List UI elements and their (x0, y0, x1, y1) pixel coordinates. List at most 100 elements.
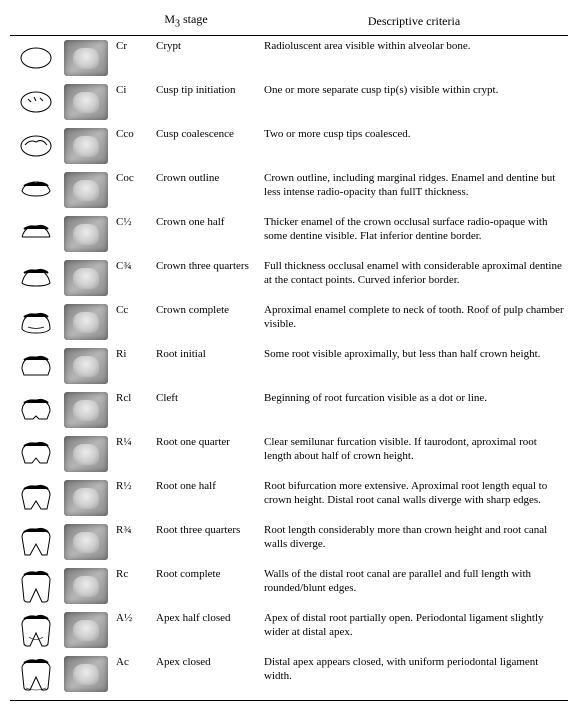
xray-thumbnail-icon (64, 568, 108, 604)
sketch-cell (10, 608, 60, 652)
xray-cell (60, 124, 112, 168)
stage-name: Apex half closed (152, 608, 260, 652)
table-body: CrCryptRadioluscent area visible within … (10, 36, 568, 701)
stage-description: Distal apex appears closed, with uniform… (260, 652, 568, 701)
stage-code: Coc (112, 168, 152, 212)
xray-thumbnail-icon (64, 260, 108, 296)
stage-name: Crypt (152, 36, 260, 81)
xray-thumbnail-icon (64, 348, 108, 384)
xray-thumbnail-icon (64, 128, 108, 164)
tooth-sketch-icon (14, 524, 58, 560)
xray-cell (60, 212, 112, 256)
sketch-cell (10, 168, 60, 212)
table-row: CocCrown outlineCrown outline, including… (10, 168, 568, 212)
stage-code: R¼ (112, 432, 152, 476)
stage-code: Cco (112, 124, 152, 168)
stage-description: Walls of the distal root canal are paral… (260, 564, 568, 608)
tooth-sketch-icon (14, 348, 58, 384)
stage-name: Root one quarter (152, 432, 260, 476)
xray-cell (60, 476, 112, 520)
xray-cell (60, 432, 112, 476)
header-desc: Descriptive criteria (260, 8, 568, 36)
stage-name: Crown outline (152, 168, 260, 212)
table-row: C¾Crown three quartersFull thickness occ… (10, 256, 568, 300)
table-row: R¼Root one quarterClear semilunar furcat… (10, 432, 568, 476)
stage-description: Aproximal enamel complete to neck of too… (260, 300, 568, 344)
stage-description: Apex of distal root partially open. Peri… (260, 608, 568, 652)
stage-name: Apex closed (152, 652, 260, 701)
stage-description: Radioluscent area visible within alveola… (260, 36, 568, 81)
tooth-sketch-icon (14, 304, 58, 340)
sketch-cell (10, 256, 60, 300)
table-row: RiRoot initialSome root visible aproxima… (10, 344, 568, 388)
xray-cell (60, 388, 112, 432)
xray-cell (60, 168, 112, 212)
table-row: CiCusp tip initiationOne or more separat… (10, 80, 568, 124)
xray-thumbnail-icon (64, 524, 108, 560)
sketch-cell (10, 80, 60, 124)
xray-thumbnail-icon (64, 84, 108, 120)
sketch-cell (10, 520, 60, 564)
stage-description: Root length considerably more than crown… (260, 520, 568, 564)
xray-cell (60, 344, 112, 388)
table-header-row: M3 stage Descriptive criteria (10, 8, 568, 36)
xray-thumbnail-icon (64, 172, 108, 208)
stage-name: Crown three quarters (152, 256, 260, 300)
tooth-sketch-icon (14, 656, 58, 692)
page: M3 stage Descriptive criteria CrCryptRad… (0, 0, 578, 715)
tooth-sketch-icon (14, 260, 58, 296)
sketch-cell (10, 432, 60, 476)
stage-name: Root complete (152, 564, 260, 608)
stage-description: Beginning of root furcation visible as a… (260, 388, 568, 432)
xray-thumbnail-icon (64, 612, 108, 648)
sketch-cell (10, 564, 60, 608)
sketch-cell (10, 36, 60, 81)
stage-description: Two or more cusp tips coalesced. (260, 124, 568, 168)
stage-code: A½ (112, 608, 152, 652)
xray-thumbnail-icon (64, 436, 108, 472)
table-row: CrCryptRadioluscent area visible within … (10, 36, 568, 81)
xray-cell (60, 300, 112, 344)
xray-thumbnail-icon (64, 480, 108, 516)
stage-code: Ri (112, 344, 152, 388)
tooth-sketch-icon (14, 568, 58, 604)
xray-thumbnail-icon (64, 216, 108, 252)
stage-description: Crown outline, including marginal ridges… (260, 168, 568, 212)
stage-code: Ci (112, 80, 152, 124)
xray-cell (60, 520, 112, 564)
stage-description: Root bifurcation more extensive. Aproxim… (260, 476, 568, 520)
stage-name: Crown one half (152, 212, 260, 256)
stage-description: Full thickness occlusal enamel with cons… (260, 256, 568, 300)
header-stage: M3 stage (112, 8, 260, 36)
xray-cell (60, 80, 112, 124)
xray-cell (60, 608, 112, 652)
tooth-sketch-icon (14, 612, 58, 648)
sketch-cell (10, 344, 60, 388)
stage-code: R¾ (112, 520, 152, 564)
stage-name: Root one half (152, 476, 260, 520)
xray-thumbnail-icon (64, 304, 108, 340)
table-row: CcoCusp coalescenceTwo or more cusp tips… (10, 124, 568, 168)
table-row: R½Root one halfRoot bifurcation more ext… (10, 476, 568, 520)
xray-thumbnail-icon (64, 656, 108, 692)
table-row: R¾Root three quartersRoot length conside… (10, 520, 568, 564)
stage-code: Cr (112, 36, 152, 81)
table-row: C½Crown one halfThicker enamel of the cr… (10, 212, 568, 256)
xray-thumbnail-icon (64, 392, 108, 428)
stage-code: Rc (112, 564, 152, 608)
tooth-sketch-icon (14, 392, 58, 428)
tooth-sketch-icon (14, 40, 58, 76)
header-stage-suffix: stage (180, 12, 208, 26)
tooth-sketch-icon (14, 172, 58, 208)
stage-code: R½ (112, 476, 152, 520)
stage-description: Thicker enamel of the crown occlusal sur… (260, 212, 568, 256)
sketch-cell (10, 300, 60, 344)
sketch-cell (10, 388, 60, 432)
table-row: RclCleftBeginning of root furcation visi… (10, 388, 568, 432)
stage-description: Clear semilunar furcation visible. If ta… (260, 432, 568, 476)
stage-name: Root initial (152, 344, 260, 388)
table-row: CcCrown completeAproximal enamel complet… (10, 300, 568, 344)
sketch-cell (10, 476, 60, 520)
stage-description: One or more separate cusp tip(s) visible… (260, 80, 568, 124)
tooth-sketch-icon (14, 216, 58, 252)
